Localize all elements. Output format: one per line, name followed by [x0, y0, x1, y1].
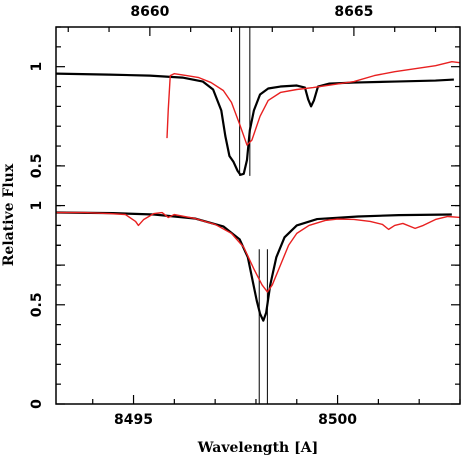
x-bottom-tick-label: 8495 — [114, 412, 153, 428]
y-tick-label: 1 — [29, 62, 45, 72]
lower-series-model-line — [56, 211, 452, 322]
x-bottom-tick-label: 8500 — [318, 412, 357, 428]
y-tick-label: 0.5 — [29, 153, 45, 178]
y-tick-label: 0 — [29, 399, 45, 409]
x-axis-title: Wavelength [A] — [197, 440, 318, 456]
plot-frame — [55, 26, 461, 405]
y-tick-label: 0.5 — [29, 292, 45, 317]
x-top-tick-label: 8660 — [130, 4, 169, 20]
y-axis-title: Relative Flux — [1, 163, 17, 266]
lower-series-observed-line — [56, 211, 460, 293]
upper-series-model-line — [56, 72, 454, 176]
y-tick-label: 1 — [29, 201, 45, 211]
upper-series-observed-line — [166, 61, 460, 146]
x-top-tick-label: 8665 — [334, 4, 373, 20]
